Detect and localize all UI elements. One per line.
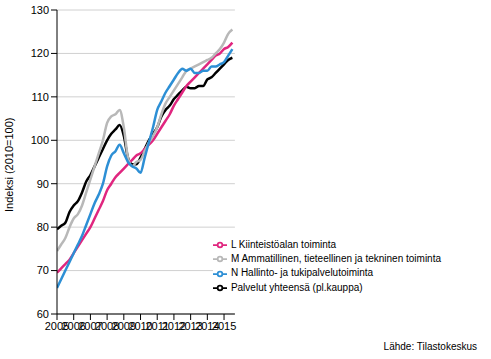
svg-text:2007: 2007 xyxy=(78,319,103,332)
html-text:Lähde: Tilastokeskus: Lähde: Tilastokeskus xyxy=(383,341,477,352)
html-text:M Ammatillinen, tieteellinen j: M Ammatillinen, tieteellinen ja tekninen… xyxy=(230,252,441,264)
svg-text:2009: 2009 xyxy=(111,319,137,332)
svg-text:80: 80 xyxy=(37,221,49,233)
svg-text:2014: 2014 xyxy=(195,319,220,332)
svg-text:Indeksi (2010=100): Indeksi (2010=100) xyxy=(3,118,15,212)
svg-text:2011: 2011 xyxy=(145,319,169,332)
svg-text:60: 60 xyxy=(37,308,49,320)
svg-text:2015: 2015 xyxy=(212,320,236,332)
html-text:Palvelut yhteensä (pl.kauppa): Palvelut yhteensä (pl.kauppa) xyxy=(230,281,363,293)
svg-text:2005: 2005 xyxy=(44,319,70,332)
svg-text:120: 120 xyxy=(31,47,49,59)
svg-text:2012: 2012 xyxy=(161,319,187,332)
svg-text:130: 130 xyxy=(31,4,49,16)
html-text:L Kiinteistöalan toiminta: L Kiinteistöalan toiminta xyxy=(230,238,337,250)
svg-text:100: 100 xyxy=(31,134,49,146)
svg-text:2006: 2006 xyxy=(61,319,86,332)
svg-text:2013: 2013 xyxy=(178,319,203,332)
svg-text:2010: 2010 xyxy=(128,319,153,332)
html-text:N Hallinto- ja tukipalvelutoim: N Hallinto- ja tukipalvelutoiminta xyxy=(230,267,374,279)
svg-text:110: 110 xyxy=(31,91,49,103)
svg-text:90: 90 xyxy=(37,178,49,190)
svg-text:70: 70 xyxy=(37,264,49,276)
svg-text:2008: 2008 xyxy=(94,319,120,332)
